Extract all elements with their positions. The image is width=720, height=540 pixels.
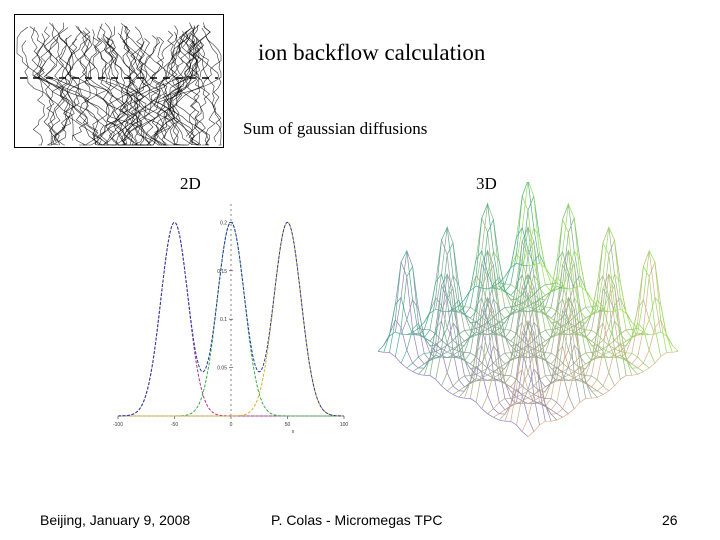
mesh-line bbox=[499, 282, 650, 369]
page-number: 26 bbox=[662, 512, 678, 528]
x-tick-label: 0 bbox=[230, 422, 233, 428]
mesh-line bbox=[406, 282, 557, 369]
x-tick-label: 50 bbox=[285, 422, 291, 428]
drift-simulation-image bbox=[14, 14, 224, 148]
mesh-line bbox=[400, 253, 552, 364]
y-tick-label: 0.05 bbox=[217, 366, 227, 372]
mesh-line bbox=[423, 250, 575, 376]
mesh-line bbox=[383, 226, 535, 353]
mesh-line bbox=[493, 286, 644, 372]
y-tick-label: 0.15 bbox=[217, 269, 227, 275]
mesh-line bbox=[487, 286, 638, 375]
surface-3d-gaussians bbox=[377, 182, 679, 437]
mesh-line bbox=[389, 182, 540, 353]
mesh-line bbox=[446, 305, 598, 392]
mesh-line bbox=[418, 286, 569, 375]
mesh-line bbox=[441, 275, 592, 387]
label-3d: 3D bbox=[476, 174, 497, 193]
mesh-line bbox=[516, 182, 667, 353]
chart-2d-gaussians: -100 -50 0 50 100 x 0.05 0.1 0.15 0.2 bbox=[113, 203, 349, 435]
mesh-line bbox=[452, 309, 604, 395]
mesh-line bbox=[458, 305, 610, 392]
mesh-line bbox=[504, 253, 656, 364]
x-axis-label: x bbox=[292, 429, 295, 435]
slide-subtitle: Sum of gaussian diffusions bbox=[243, 119, 428, 138]
y-tick-label: 0.2 bbox=[220, 220, 227, 226]
mesh-line bbox=[481, 250, 633, 376]
slide-title: ion backflow calculation bbox=[258, 40, 486, 65]
footer-date-location: Beijing, January 9, 2008 bbox=[40, 512, 191, 528]
mesh-line bbox=[475, 238, 627, 403]
label-2d: 2D bbox=[180, 174, 201, 193]
x-tick-label: -100 bbox=[113, 422, 123, 428]
mesh-line bbox=[377, 262, 529, 352]
mesh-line bbox=[521, 226, 673, 353]
footer-author-title: P. Colas - Micromegas TPC bbox=[271, 512, 443, 528]
mesh-line bbox=[435, 216, 587, 380]
y-tick-label: 0.1 bbox=[220, 317, 227, 323]
mesh-line bbox=[469, 216, 621, 380]
x-tick-label: 100 bbox=[340, 422, 349, 428]
series-line-sum bbox=[118, 221, 344, 417]
mesh-line bbox=[429, 238, 581, 403]
mesh-line bbox=[394, 194, 546, 357]
x-tick-label: -50 bbox=[171, 422, 178, 428]
mesh-line bbox=[464, 275, 615, 387]
mesh-line bbox=[527, 262, 679, 352]
mesh-line bbox=[510, 194, 662, 357]
mesh-line bbox=[412, 286, 563, 372]
